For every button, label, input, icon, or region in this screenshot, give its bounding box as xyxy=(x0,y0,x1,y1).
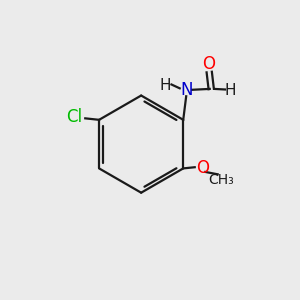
Text: Cl: Cl xyxy=(66,108,82,126)
Text: O: O xyxy=(202,55,215,73)
Text: O: O xyxy=(196,159,209,177)
Text: CH₃: CH₃ xyxy=(208,172,233,187)
Text: N: N xyxy=(180,81,192,99)
Text: H: H xyxy=(160,79,171,94)
Text: H: H xyxy=(225,83,236,98)
